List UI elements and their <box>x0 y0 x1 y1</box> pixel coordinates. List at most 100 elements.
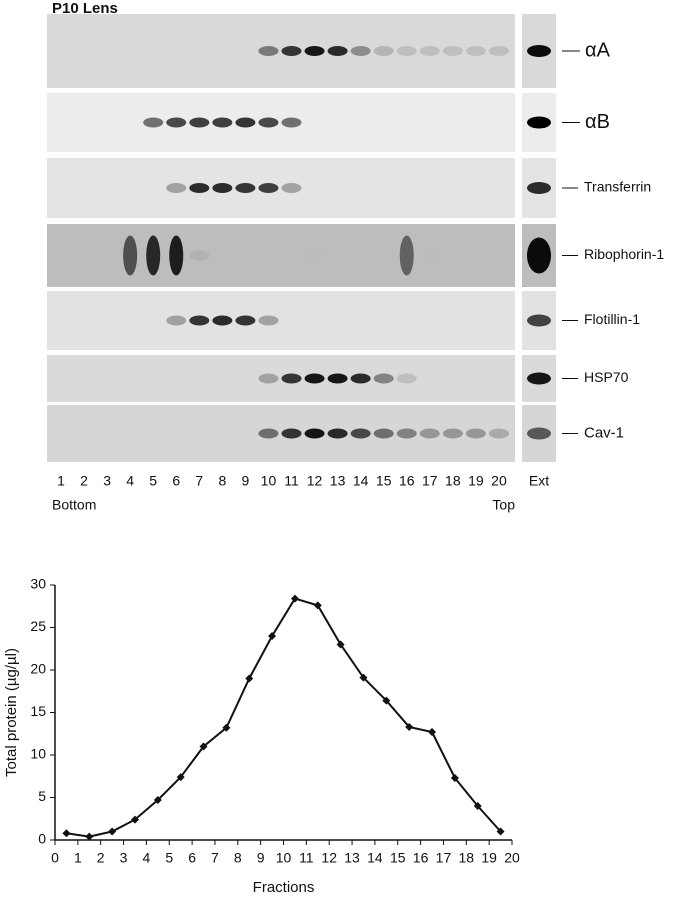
x-tick-label: 16 <box>413 850 429 866</box>
band <box>235 183 256 193</box>
blot-strip <box>47 93 515 152</box>
x-tick-label: 0 <box>51 850 59 866</box>
band <box>396 428 417 439</box>
x-tick-label: 19 <box>481 850 497 866</box>
lane-label: 14 <box>353 473 369 489</box>
lane-label: 12 <box>307 473 323 489</box>
data-point <box>199 742 208 751</box>
protein-label: Ribophorin-1 <box>584 246 664 262</box>
band <box>373 373 394 384</box>
data-point <box>245 674 254 683</box>
band <box>189 250 210 261</box>
data-line <box>66 597 502 838</box>
y-tick-label: 15 <box>30 703 46 719</box>
band <box>189 315 210 326</box>
band <box>281 373 302 384</box>
band <box>488 46 509 56</box>
band <box>166 315 187 326</box>
x-tick-label: 3 <box>120 850 128 866</box>
lane-label: 13 <box>330 473 346 489</box>
ext-band <box>527 314 551 327</box>
data-point <box>130 815 139 824</box>
band <box>419 46 440 56</box>
x-tick-label: 4 <box>143 850 151 866</box>
band <box>146 235 161 276</box>
band <box>304 373 325 384</box>
band <box>166 117 187 128</box>
band <box>212 117 233 128</box>
band <box>304 250 325 261</box>
band <box>327 46 348 56</box>
x-tick-label: 11 <box>299 850 314 866</box>
data-point <box>108 827 117 836</box>
y-tick-label: 0 <box>38 831 46 847</box>
x-tick-label: 8 <box>234 850 242 866</box>
lane-label: 4 <box>126 473 134 489</box>
band <box>304 46 325 56</box>
band <box>212 183 233 193</box>
lane-label: 7 <box>195 473 203 489</box>
y-tick-label: 20 <box>30 661 46 677</box>
ext-band <box>527 427 551 440</box>
y-tick-label: 5 <box>38 788 46 804</box>
blot-strip <box>47 158 515 218</box>
band <box>281 117 302 128</box>
data-point <box>359 673 368 682</box>
data-point <box>336 640 345 649</box>
band <box>419 250 440 261</box>
x-tick-label: 13 <box>344 850 360 866</box>
x-tick-label: 2 <box>97 850 105 866</box>
band <box>442 428 463 439</box>
band <box>235 117 256 128</box>
protein-label: Transferrin <box>584 179 651 195</box>
band <box>258 183 279 193</box>
ext-band <box>527 182 551 194</box>
figure-title: P10 Lens <box>52 0 118 17</box>
data-point <box>473 802 482 810</box>
x-tick-label: 10 <box>276 850 292 866</box>
band <box>419 428 440 439</box>
y-axis-label: Total protein (µg/µl) <box>3 648 20 777</box>
lane-label: 6 <box>172 473 180 489</box>
band <box>169 235 184 276</box>
x-tick-label: 14 <box>367 850 383 866</box>
band <box>465 428 486 439</box>
top-label: Top <box>492 497 515 513</box>
lane-label: 8 <box>218 473 226 489</box>
band <box>327 373 348 384</box>
lane-label: 19 <box>468 473 484 489</box>
band <box>189 117 210 128</box>
x-tick-label: 20 <box>504 850 520 866</box>
lane-label: 1 <box>57 473 65 489</box>
band <box>399 235 414 276</box>
x-tick-label: 18 <box>459 850 475 866</box>
data-point <box>268 632 277 640</box>
data-point <box>290 594 299 603</box>
band <box>258 428 279 439</box>
band <box>373 428 394 439</box>
data-point <box>313 601 322 610</box>
band <box>373 46 394 56</box>
band <box>235 315 256 326</box>
ext-band <box>527 116 551 129</box>
band <box>442 46 463 56</box>
band <box>350 46 371 56</box>
band <box>258 46 279 56</box>
protein-label: Cav-1 <box>584 424 624 441</box>
band <box>258 373 279 384</box>
y-tick-label: 10 <box>30 746 46 762</box>
band <box>258 315 279 326</box>
band <box>396 373 417 384</box>
data-point <box>428 728 437 737</box>
x-tick-label: 9 <box>257 850 265 866</box>
band <box>123 235 138 276</box>
data-point <box>62 829 71 838</box>
data-point <box>450 773 459 782</box>
data-point <box>176 773 185 782</box>
band <box>212 315 233 326</box>
band <box>281 46 302 56</box>
band <box>281 428 302 439</box>
band <box>304 428 325 439</box>
band <box>396 46 417 56</box>
